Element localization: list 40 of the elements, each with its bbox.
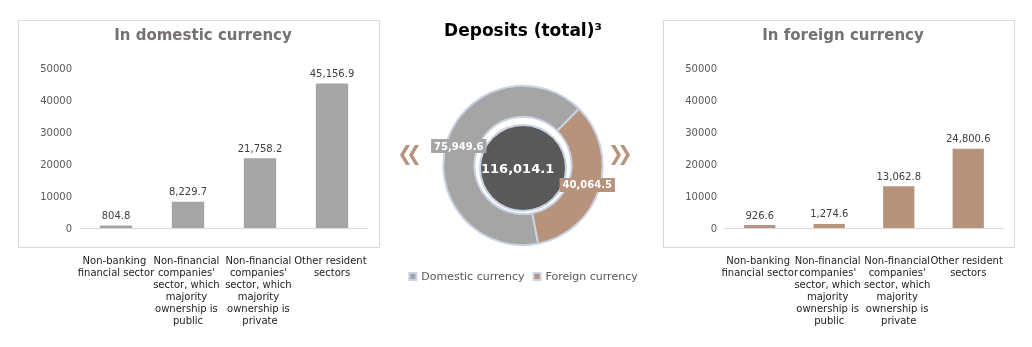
y-tick-label: 0 bbox=[710, 222, 717, 234]
x-tick-label: Other resident sectors bbox=[930, 254, 1007, 278]
legend-label: Domestic currency bbox=[421, 270, 526, 283]
bar bbox=[315, 83, 349, 228]
bar bbox=[883, 186, 915, 228]
chart-title: In foreign currency bbox=[762, 25, 924, 44]
y-tick-label: 40000 bbox=[685, 94, 717, 106]
bar bbox=[243, 158, 277, 228]
data-label: 45,156.9 bbox=[309, 68, 355, 79]
data-label: 24,800.6 bbox=[945, 133, 991, 145]
x-tick-label: Other resident sectors bbox=[294, 254, 370, 278]
data-label: 1,274.6 bbox=[810, 208, 849, 220]
bar bbox=[952, 148, 984, 228]
bar bbox=[744, 225, 776, 228]
chart-title: Deposits (total)³ bbox=[444, 19, 602, 40]
y-tick-label: 20000 bbox=[40, 158, 72, 170]
bar bbox=[813, 223, 845, 228]
y-tick-label: 40000 bbox=[40, 94, 72, 106]
data-label: 40,064.5 bbox=[562, 179, 612, 191]
data-label: 21,758.2 bbox=[237, 142, 283, 154]
text: 116,014.1 bbox=[481, 160, 555, 176]
x-tick-label: Non-financial companies' sector, which majority ownership is public bbox=[153, 254, 223, 326]
y-tick-label: 10000 bbox=[40, 190, 72, 202]
y-tick-label: 50000 bbox=[685, 62, 717, 74]
bar bbox=[171, 201, 205, 228]
y-tick-label: 50000 bbox=[40, 62, 72, 74]
y-tick-label: 20000 bbox=[685, 158, 717, 170]
y-tick-label: 30000 bbox=[685, 126, 717, 138]
x-tick-label: Non-financial companies' sector, which majority ownership is private bbox=[225, 254, 295, 326]
data-label: 926.6 bbox=[745, 209, 775, 221]
data-label: 13,062.8 bbox=[876, 170, 922, 182]
y-tick-label: 30000 bbox=[40, 126, 72, 138]
chart-title: In domestic currency bbox=[114, 25, 292, 44]
data-label: 804.8 bbox=[101, 209, 131, 221]
data-label: 8,229.7 bbox=[168, 186, 208, 198]
y-tick-label: 0 bbox=[65, 222, 72, 234]
data-label: 75,949.6 bbox=[434, 140, 484, 152]
bar bbox=[99, 225, 133, 228]
legend-label: Foreign currency bbox=[545, 270, 639, 283]
y-tick-label: 10000 bbox=[685, 190, 717, 202]
